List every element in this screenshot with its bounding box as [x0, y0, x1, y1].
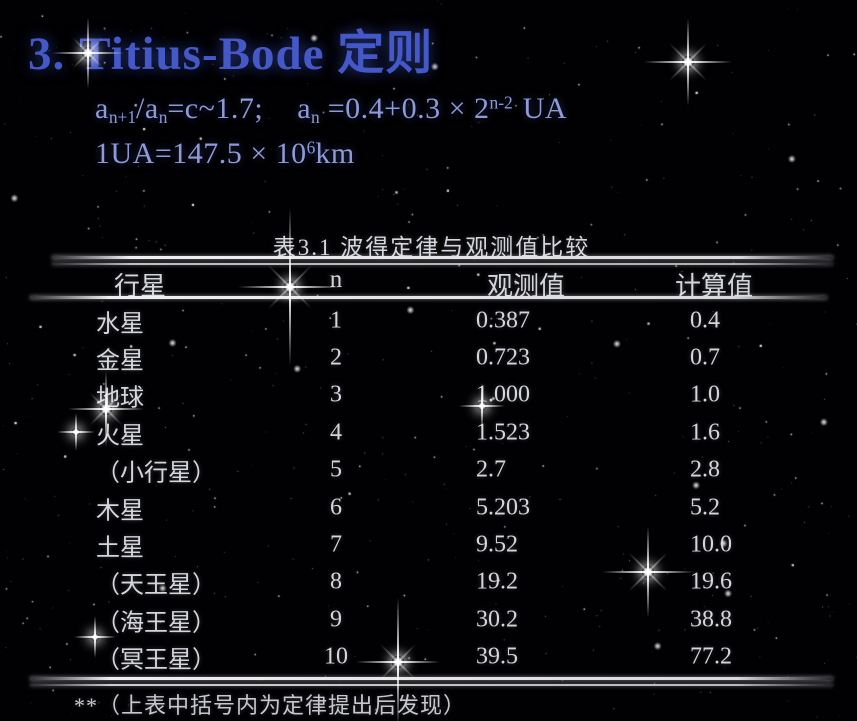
cell-n: 2 [300, 345, 372, 372]
cell-planet: （天王星） [96, 565, 216, 600]
formula-unit: km [315, 137, 354, 170]
table-row: （冥王星） 10 39.5 77.2 [0, 639, 857, 676]
cell-calculated: 38.8 [690, 606, 732, 633]
cell-observed: 1.523 [476, 419, 530, 446]
table-header-row: 行星 n 观测值 计算值 [0, 266, 857, 296]
cell-n: 6 [300, 494, 372, 521]
formula-term: /a [136, 92, 159, 125]
cell-n: 5 [300, 457, 372, 484]
cell-observed: 0.723 [476, 345, 530, 372]
table-footnote: **（上表中括号内为定律提出后发现） [74, 688, 466, 720]
cell-calculated: 2.8 [690, 457, 720, 484]
cell-n: 3 [300, 382, 372, 409]
page-title: 3. Titius-Bode 定则 [28, 14, 433, 83]
formula-subscript: n [311, 107, 320, 127]
cell-observed: 19.2 [476, 569, 518, 596]
slide: 3. Titius-Bode 定则 an+1/an=c~1.7; an =0.4+0… [0, 0, 857, 721]
cell-observed: 1.000 [476, 382, 530, 409]
table-body: 水星 1 0.387 0.4 金星 2 0.723 0.7 地球 3 1.000… [0, 302, 857, 676]
cell-calculated: 0.7 [690, 345, 720, 372]
title-text: Titius-Bode 定则 [79, 28, 433, 80]
title-number: 3. [28, 28, 65, 80]
cell-observed: 5.203 [476, 494, 530, 521]
cell-calculated: 19.6 [690, 569, 732, 596]
formula-term: 1UA=147.5 × 10 [95, 137, 307, 170]
formula-line-2: 1UA=147.5 × 106km [95, 137, 567, 171]
cell-n: 4 [300, 419, 372, 446]
cell-calculated: 0.4 [690, 307, 720, 334]
table-row: 水星 1 0.387 0.4 [0, 302, 857, 339]
table-row: （天王星） 8 19.2 19.6 [0, 564, 857, 601]
cell-planet: 金星 [96, 341, 144, 376]
table-row: （小行星） 5 2.7 2.8 [0, 452, 857, 489]
table-row: 金星 2 0.723 0.7 [0, 339, 857, 376]
formula-block: an+1/an=c~1.7; an =0.4+0.3 × 2n-2 UA 1UA=1… [95, 92, 567, 171]
cell-planet: （冥王星） [96, 640, 216, 675]
table-row: 木星 6 5.203 5.2 [0, 489, 857, 526]
cell-planet: 火星 [96, 415, 144, 450]
formula-superscript: n-2 [490, 92, 513, 112]
formula-term: =c~1.7; [167, 92, 263, 125]
column-header-n: n [300, 266, 372, 294]
table-row: （海王星） 9 30.2 38.8 [0, 601, 857, 638]
cell-planet: 土星 [96, 528, 144, 563]
cell-calculated: 1.0 [690, 382, 720, 409]
formula-subscript: n+1 [109, 107, 136, 127]
formula-term: a [95, 92, 109, 125]
cell-observed: 30.2 [476, 606, 518, 633]
formula-line-1: an+1/an=c~1.7; an =0.4+0.3 × 2n-2 UA [95, 92, 567, 128]
table-rule-bottom [30, 677, 833, 680]
cell-n: 1 [300, 307, 372, 334]
cell-observed: 0.387 [476, 307, 530, 334]
table-row: 火星 4 1.523 1.6 [0, 414, 857, 451]
cell-observed: 39.5 [476, 644, 518, 671]
table-row: 土星 7 9.52 10.0 [0, 526, 857, 563]
formula-term: a [297, 92, 311, 125]
cell-observed: 2.7 [476, 457, 506, 484]
cell-n: 9 [300, 606, 372, 633]
cell-planet: （海王星） [96, 602, 216, 637]
table-rule-header [30, 296, 827, 299]
cell-planet: 水星 [96, 303, 144, 338]
table-rule-top [52, 256, 833, 259]
cell-calculated: 77.2 [690, 644, 732, 671]
table-rule-top [52, 263, 833, 265]
cell-n: 10 [300, 644, 372, 671]
cell-calculated: 10.0 [690, 532, 732, 559]
cell-calculated: 5.2 [690, 494, 720, 521]
table-row: 地球 3 1.000 1.0 [0, 377, 857, 414]
formula-unit: UA [523, 92, 567, 125]
cell-planet: 木星 [96, 490, 144, 525]
cell-n: 7 [300, 532, 372, 559]
cell-planet: 地球 [96, 378, 144, 413]
cell-observed: 9.52 [476, 532, 518, 559]
cell-n: 8 [300, 569, 372, 596]
table-rule-bottom [30, 684, 833, 686]
cell-planet: （小行星） [96, 453, 216, 488]
cell-calculated: 1.6 [690, 419, 720, 446]
formula-term: =0.4+0.3 × 2 [320, 92, 490, 125]
